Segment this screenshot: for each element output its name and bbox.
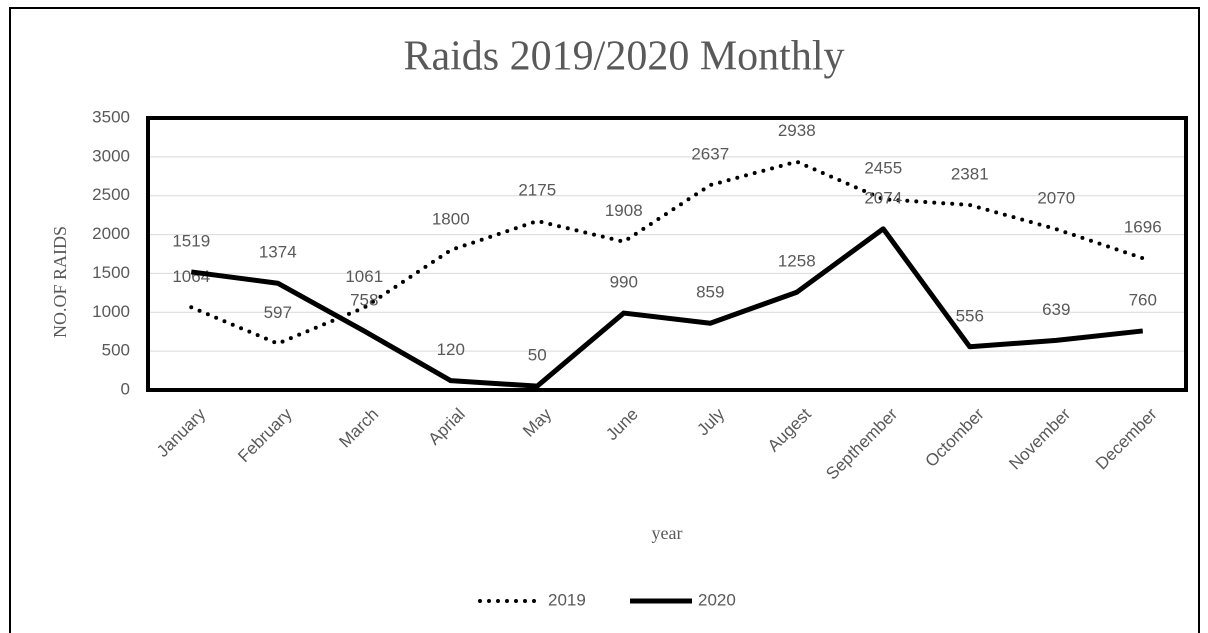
data-label: 758 <box>350 291 378 310</box>
data-label: 1696 <box>1124 218 1162 237</box>
x-tick-label: May <box>519 404 555 440</box>
x-tick-label: November <box>1005 404 1074 473</box>
legend-label: 2020 <box>698 590 736 609</box>
data-label: 760 <box>1129 290 1157 309</box>
y-tick-label: 3000 <box>92 146 130 165</box>
y-tick-label: 500 <box>102 341 130 360</box>
data-label: 1061 <box>345 267 383 286</box>
data-label: 990 <box>610 273 638 292</box>
data-label: 2455 <box>864 159 902 178</box>
y-tick-label: 1000 <box>92 302 130 321</box>
data-label: 1064 <box>172 267 210 286</box>
chart-title: Raids 2019/2020 Monthly <box>403 34 844 80</box>
data-label: 2070 <box>1037 189 1075 208</box>
data-label: 1800 <box>432 210 470 229</box>
x-tick-label: July <box>693 404 728 439</box>
x-tick-label: March <box>335 405 382 452</box>
data-label: 639 <box>1042 300 1070 319</box>
data-label: 1374 <box>259 243 297 262</box>
data-label: 2637 <box>691 145 729 164</box>
y-axis-label: NO.OF RAIDS <box>50 226 70 338</box>
y-tick-label: 0 <box>121 379 130 398</box>
data-label: 1519 <box>172 231 210 250</box>
data-label: 2938 <box>778 121 816 140</box>
y-tick-label: 1500 <box>92 263 130 282</box>
x-tick-label: Aprial <box>425 405 469 449</box>
data-label: 597 <box>264 303 292 322</box>
y-tick-label: 2000 <box>92 224 130 243</box>
chart-border <box>9 7 1200 633</box>
plot-border <box>146 116 1188 392</box>
legend-label: 2019 <box>548 590 586 609</box>
x-tick-label: February <box>234 404 296 466</box>
x-axis-label: year <box>652 523 683 543</box>
y-tick-label: 3500 <box>92 107 130 126</box>
y-tick-label: 2500 <box>92 185 130 204</box>
data-label: 2074 <box>864 188 902 207</box>
data-label: 2381 <box>951 164 989 183</box>
series-line <box>190 226 1144 389</box>
x-tick-label: January <box>153 404 210 461</box>
x-tick-label: Septhember <box>822 404 901 483</box>
series-line <box>189 159 1145 346</box>
x-tick-label: December <box>1092 404 1161 473</box>
data-label: 120 <box>437 340 465 359</box>
data-label: 2175 <box>518 180 556 199</box>
x-tick-label: Augest <box>764 404 815 455</box>
data-label: 859 <box>696 283 724 302</box>
x-tick-label: June <box>602 405 642 445</box>
data-label: 50 <box>528 346 547 365</box>
data-label: 556 <box>956 306 984 325</box>
x-tick-label: Octomber <box>922 404 988 470</box>
data-label: 1258 <box>778 252 816 271</box>
data-label: 1908 <box>605 201 643 220</box>
